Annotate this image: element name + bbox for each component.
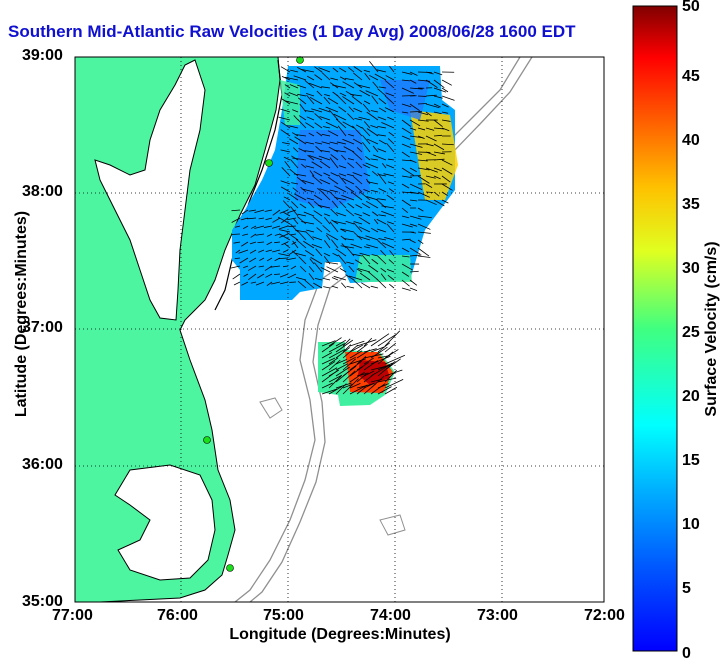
- velocity-arrow: [426, 192, 433, 193]
- station-marker: [297, 57, 304, 64]
- velocity-arrow: [418, 103, 427, 104]
- velocity-arrow: [418, 72, 432, 73]
- station-marker: [204, 437, 211, 444]
- station-marker: [227, 565, 234, 572]
- colorbar: [633, 6, 677, 651]
- station-marker: [266, 160, 273, 167]
